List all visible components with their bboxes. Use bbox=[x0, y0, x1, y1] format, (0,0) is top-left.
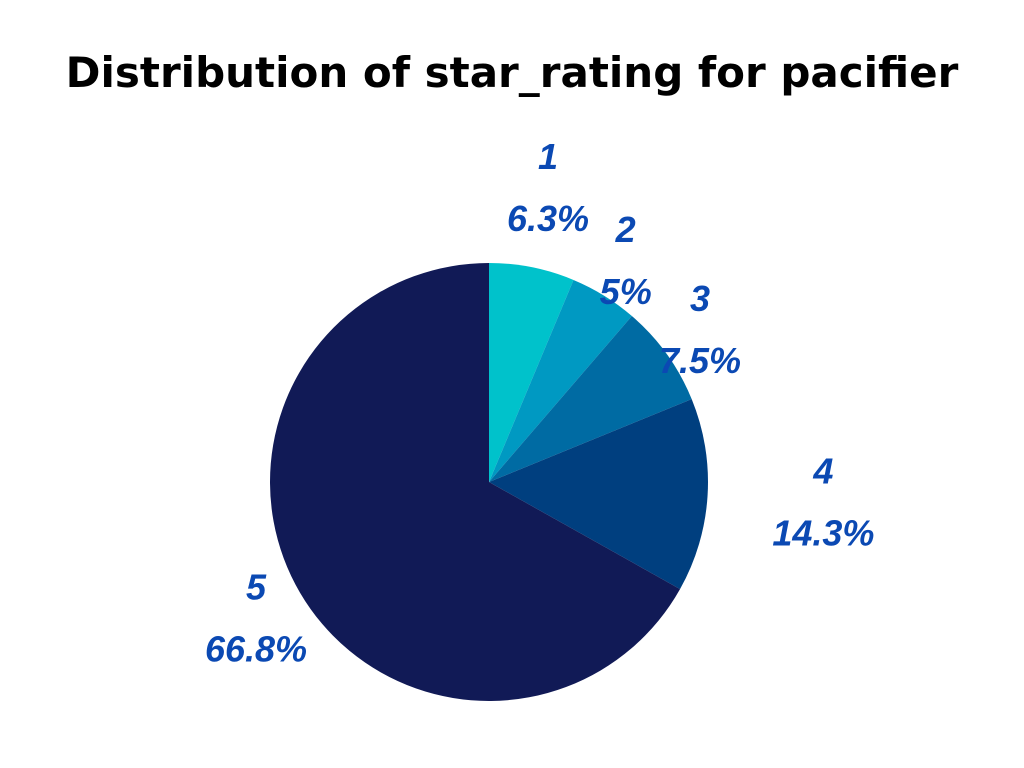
chart-title: Distribution of star_rating for pacifier bbox=[65, 48, 959, 97]
slice-percent-label-1: 6.3% bbox=[507, 198, 589, 239]
pie-labels: 1 6.3% 2 5% 3 7.5% 4 14.3% 5 66.8% bbox=[205, 136, 874, 670]
slice-percent-label-3: 7.5% bbox=[659, 340, 741, 381]
slice-category-label-1: 1 bbox=[538, 136, 558, 177]
slice-percent-label-5: 66.8% bbox=[205, 629, 307, 670]
slice-category-label-5: 5 bbox=[246, 567, 267, 608]
pie-slice-4 bbox=[489, 399, 708, 590]
pie-slice-3 bbox=[489, 316, 692, 482]
slice-category-label-4: 4 bbox=[812, 451, 833, 492]
slice-category-label-2: 2 bbox=[615, 209, 636, 250]
pie-slice-1 bbox=[489, 263, 574, 482]
pie-slice-5 bbox=[270, 263, 681, 701]
slice-category-label-3: 3 bbox=[690, 278, 710, 319]
slice-percent-label-2: 5% bbox=[600, 271, 652, 312]
pie-slices bbox=[270, 263, 708, 701]
pie-slice-2 bbox=[489, 279, 632, 482]
slice-percent-label-4: 14.3% bbox=[772, 513, 874, 554]
